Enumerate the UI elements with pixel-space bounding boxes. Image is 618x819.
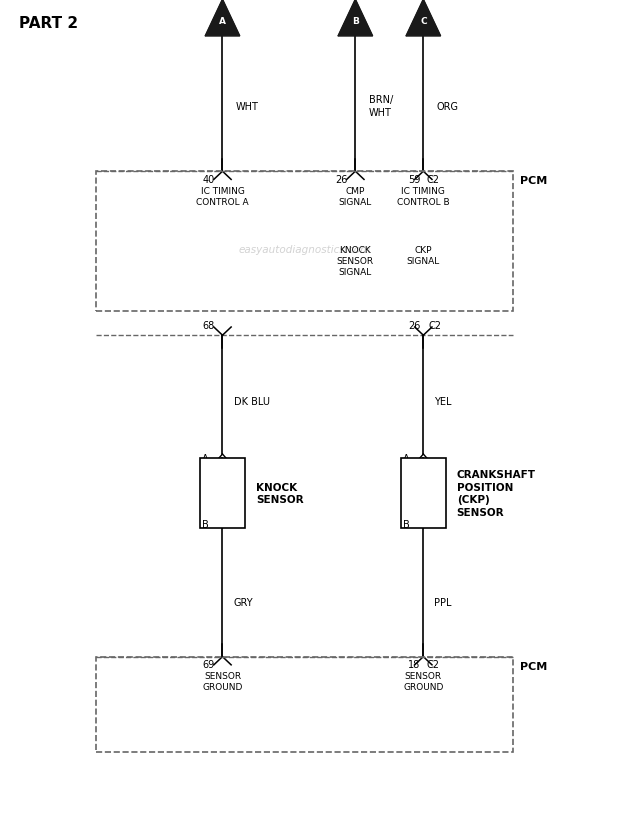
Text: 26: 26 <box>408 321 420 331</box>
Polygon shape <box>205 0 240 37</box>
Text: IC TIMING
CONTROL A: IC TIMING CONTROL A <box>196 187 249 207</box>
Text: A: A <box>202 454 209 464</box>
Text: SENSOR
GROUND: SENSOR GROUND <box>202 672 243 692</box>
Text: PCM: PCM <box>520 661 548 671</box>
Text: A: A <box>219 17 226 26</box>
Text: B: B <box>202 519 209 529</box>
Text: 40: 40 <box>203 174 215 184</box>
Bar <box>96 172 513 311</box>
Text: C2: C2 <box>426 659 439 669</box>
Text: DK BLU: DK BLU <box>234 396 269 406</box>
Text: 18: 18 <box>408 659 420 669</box>
Text: PCM: PCM <box>520 176 548 186</box>
Text: 59: 59 <box>408 174 420 184</box>
Text: KNOCK
SENSOR
SIGNAL: KNOCK SENSOR SIGNAL <box>337 246 374 277</box>
Text: WHT: WHT <box>369 108 392 118</box>
Bar <box>401 459 446 528</box>
Text: WHT: WHT <box>236 102 259 111</box>
Bar <box>200 459 245 528</box>
Text: 69: 69 <box>203 659 215 669</box>
Text: GRY: GRY <box>234 597 253 607</box>
Text: CRANKSHAFT
POSITION
(CKP)
SENSOR: CRANKSHAFT POSITION (CKP) SENSOR <box>457 470 536 517</box>
Text: BRN/: BRN/ <box>369 95 393 105</box>
Polygon shape <box>406 0 441 37</box>
Text: C2: C2 <box>426 174 439 184</box>
Text: A: A <box>403 454 410 464</box>
Text: YEL: YEL <box>434 396 452 406</box>
Text: 26: 26 <box>336 174 348 184</box>
Polygon shape <box>338 0 373 37</box>
Text: C: C <box>420 17 426 26</box>
Text: B: B <box>403 519 410 529</box>
Text: IC TIMING
CONTROL B: IC TIMING CONTROL B <box>397 187 450 207</box>
Text: B: B <box>352 17 359 26</box>
Text: 68: 68 <box>203 321 215 331</box>
Text: PART 2: PART 2 <box>19 16 78 31</box>
Text: ORG: ORG <box>437 102 459 111</box>
Bar <box>96 657 513 752</box>
Text: PPL: PPL <box>434 597 452 607</box>
Text: C2: C2 <box>428 321 441 331</box>
Text: easyautodiagnostics.com: easyautodiagnostics.com <box>239 245 370 255</box>
Text: CMP
SIGNAL: CMP SIGNAL <box>339 187 372 207</box>
Text: SENSOR
GROUND: SENSOR GROUND <box>403 672 444 692</box>
Text: CKP
SIGNAL: CKP SIGNAL <box>407 246 440 266</box>
Text: KNOCK
SENSOR: KNOCK SENSOR <box>256 482 303 505</box>
